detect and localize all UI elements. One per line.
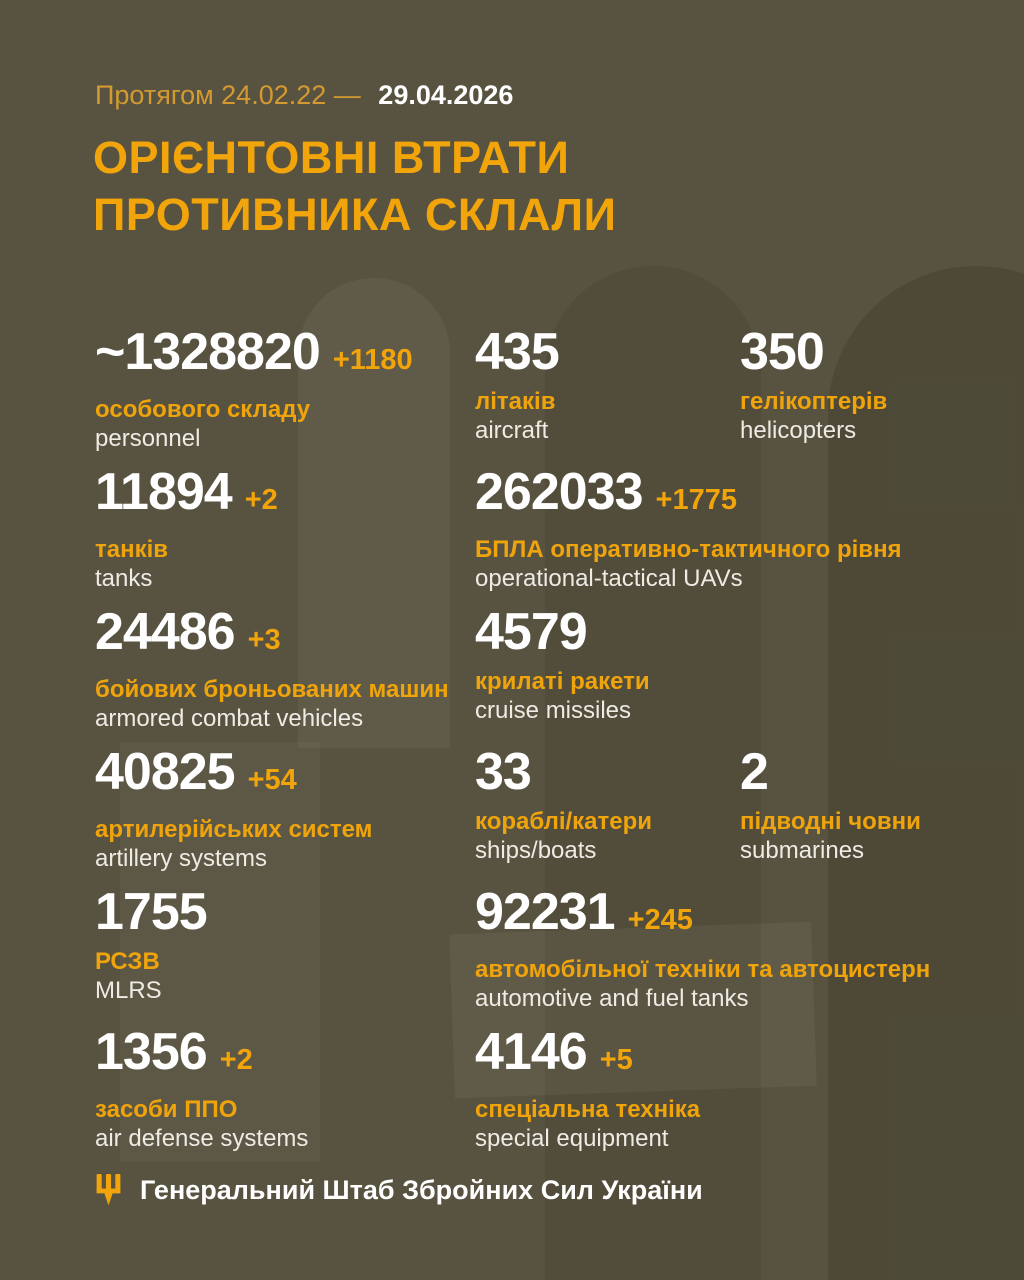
stat-value: 262033 +1775 [475,463,737,521]
stat-value: 4146 +5 [475,1023,633,1081]
stat-label-ua: гелікоптерів [740,388,888,415]
stat-label-ua: артилерійських систем [95,816,373,843]
stat-tanks: 11894 +2 танків tanks [95,462,475,593]
stat-personnel: ~1328820 +1180 особового складу personnel [95,322,475,453]
stat-label-ua: літаків [475,388,556,415]
stat-label-ua: РСЗВ [95,948,160,975]
stat-uavs: 262033 +1775 БПЛА оперативно-тактичного р… [475,462,1015,593]
stat-delta: +5 [599,1044,633,1076]
stat-delta: +54 [247,764,297,796]
stat-label-en: cruise missiles [475,697,632,724]
stat-value: 350 [740,323,825,381]
stat-artillery-systems: 40825 +54 артилерійських систем artillery… [95,742,475,873]
stat-label-ua: танків [95,536,169,563]
stat-value: ~1328820 +1180 [95,323,413,381]
stat-delta: +245 [627,904,693,936]
stat-label-en: automotive and fuel tanks [475,985,749,1012]
stat-label-ua: крилаті ракети [475,668,650,695]
stat-aircraft: 435 літаків aircraft [475,322,1015,445]
footer: Генеральний Штаб Збройних Сил України [95,1174,703,1207]
stat-label-ua: бойових броньованих машин [95,676,449,703]
stat-label-ua: автомобільної техніки та автоцистерн [475,956,931,983]
stat-delta: +1180 [332,344,413,376]
stat-value: 1356 +2 [95,1023,253,1081]
period-prefix: Протягом 24.02.22 — [95,80,361,110]
stat-ships-boats: 33 кораблі/катери ships/boats [475,742,1015,865]
stat-label-ua: особового складу [95,396,311,423]
stat-label-ua: засоби ППО [95,1096,238,1123]
stat-value: 435 [475,323,560,381]
page-title: ОРІЄНТОВНІ ВТРАТИ ПРОТИВНИКА СКЛАЛИ [93,130,616,243]
stat-value: 4579 [475,603,588,661]
stat-label-en: tanks [95,565,153,592]
stat-label-en: MLRS [95,977,162,1004]
report-period: Протягом 24.02.22 — 29.04.2026 [95,80,513,111]
stat-delta: +2 [244,484,278,516]
page-title-line1: ОРІЄНТОВНІ ВТРАТИ [93,132,570,183]
stat-value: 1755 [95,883,208,941]
stat-label-ua: БПЛА оперативно-тактичного рівня [475,536,902,563]
stat-delta: +3 [247,624,281,656]
tryzub-icon [96,1174,121,1206]
stat-cruise-missiles: 4579 крилаті ракети cruise missiles [475,602,1015,725]
stat-label-en: submarines [740,837,865,864]
stat-label-en: air defense systems [95,1125,309,1152]
stat-value: 11894 +2 [95,463,278,521]
stat-helicopters: 350 гелікоптерів helicopters [740,322,1020,445]
stat-value: 92231 +245 [475,883,693,941]
stat-submarines: 2 підводні човни submarines [740,742,1020,865]
source-org: Генеральний Штаб Збройних Сил України [140,1175,703,1205]
stat-label-en: ships/boats [475,837,597,864]
stat-mlrs: 1755 РСЗВ MLRS [95,882,475,1005]
stat-automotive-fuel-tanks: 92231 +245 автомобільної техніки та автоц… [475,882,1015,1013]
page-title-line2: ПРОТИВНИКА СКЛАЛИ [93,188,617,240]
stat-value: 2 [740,743,769,801]
stat-label-en: operational-tactical UAVs [475,565,743,592]
stat-value: 40825 +54 [95,743,297,801]
stat-label-en: aircraft [475,417,549,444]
stat-label-en: personnel [95,425,201,452]
stat-armored-combat-vehicles: 24486 +3 бойових броньованих машин armore… [95,602,475,733]
stat-label-ua: спеціальна техніка [475,1096,701,1123]
stat-value: 24486 +3 [95,603,281,661]
stat-label-ua: кораблі/катери [475,808,653,835]
stat-air-defense: 1356 +2 засоби ППО air defense systems [95,1022,475,1153]
stat-special-equipment: 4146 +5 спеціальна техніка special equipm… [475,1022,1015,1153]
stat-value: 33 [475,743,532,801]
stat-label-en: special equipment [475,1125,669,1152]
stat-label-en: artillery systems [95,845,268,872]
stat-delta: +2 [219,1044,253,1076]
stat-label-en: helicopters [740,417,857,444]
stat-label-ua: підводні човни [740,808,921,835]
stat-label-en: armored combat vehicles [95,705,364,732]
period-date: 29.04.2026 [378,80,514,110]
stat-delta: +1775 [655,484,737,516]
